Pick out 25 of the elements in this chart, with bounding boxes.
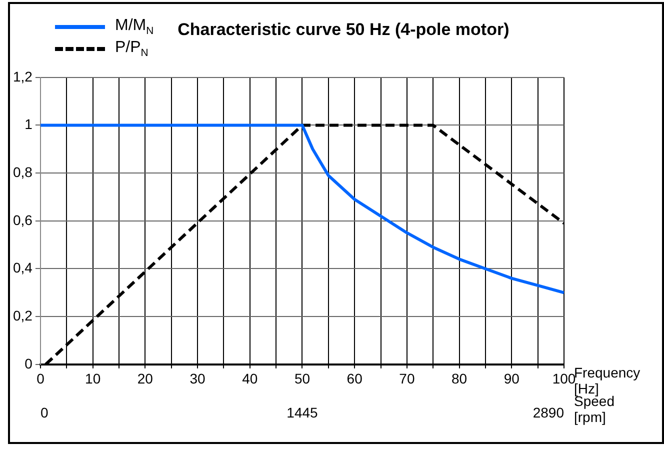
legend-label: P/P$_{N}$	[115, 38, 148, 60]
x2-tick-label: 2890	[532, 404, 564, 420]
x-tick-label: 70	[399, 370, 415, 387]
x-tick-label: 10	[85, 370, 101, 387]
x2-tick-label: 1445	[286, 404, 318, 420]
x-tick-label: 90	[504, 370, 520, 387]
x2-tick-label: 0	[40, 404, 48, 420]
x-tick-label: 40	[242, 370, 258, 387]
y-tick-label: 0,2	[12, 307, 33, 324]
x-tick-label: 20	[137, 370, 154, 387]
y-tick-label: 0,6	[12, 212, 33, 228]
x-tick-label: 30	[190, 370, 206, 387]
x-tick-label: 60	[346, 370, 363, 387]
legend-label: M/M$_{N}$	[115, 16, 154, 38]
x-axis-title: Frequency [Hz]	[574, 364, 640, 396]
y-tick-label: 0,4	[12, 260, 33, 276]
x-tick-label: 50	[294, 370, 310, 387]
x-tick-label: 0	[36, 370, 45, 387]
y-tick-label: 1,2	[12, 68, 33, 84]
y-tick-label: 0,8	[12, 164, 33, 180]
x-tick-label: 100	[552, 370, 576, 387]
y-tick-label: 0	[24, 355, 33, 372]
chart-title: Characteristic curve 50 Hz (4-pole motor)	[178, 20, 510, 40]
x-tick-label: 80	[452, 370, 468, 387]
y-tick-label: 1	[24, 116, 33, 132]
